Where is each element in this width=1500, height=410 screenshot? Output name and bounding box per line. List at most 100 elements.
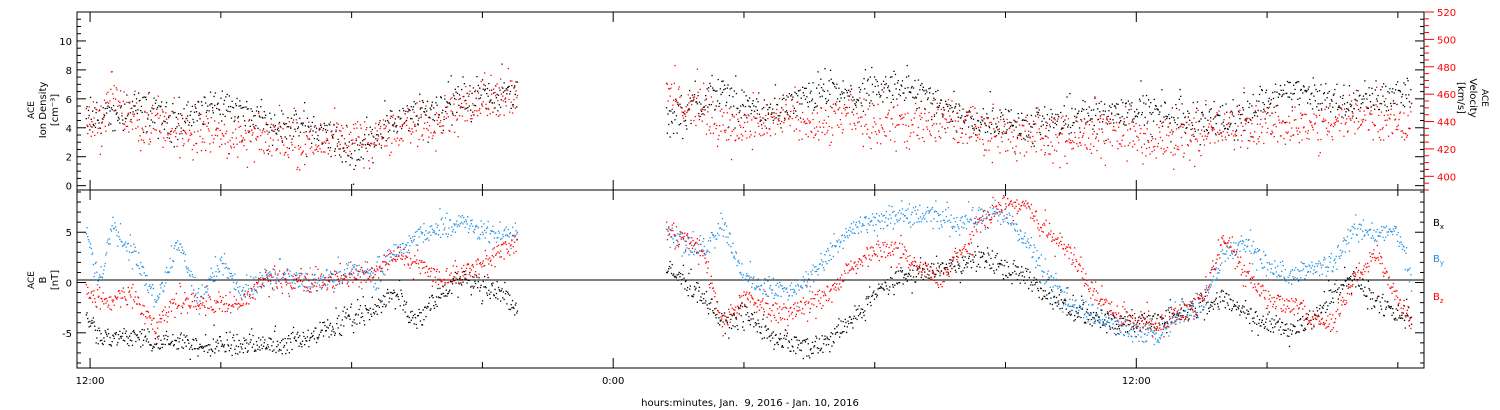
data-point-bot-0-595 [500,290,502,292]
data-point-top-1-902 [863,98,865,100]
data-point-top-1-464 [409,130,411,132]
data-point-bot-0-653 [689,285,691,287]
data-point-bot-0-551 [470,286,472,288]
data-point-top-1-1542 [1309,121,1312,124]
data-point-top-1-1260 [1113,126,1115,128]
data-point-bot-0-1401 [1211,305,1213,307]
data-point-bot-0-71 [135,340,137,343]
data-point-bot-0-366 [341,334,343,337]
data-point-bot-0-389 [357,299,359,301]
data-point-bot-0-501 [435,303,437,306]
data-point-bot-0-820 [806,355,808,357]
data-point-top-1-1445 [1242,125,1244,127]
data-point-top-1-436 [389,117,392,119]
data-point-top-0-848 [825,102,827,105]
data-point-top-0-15 [96,101,98,104]
data-point-top-0-1571 [1330,111,1332,113]
data-point-top-0-468 [412,109,414,111]
data-point-top-1-75 [138,140,140,142]
data-point-top-1-1177 [1055,134,1057,136]
data-point-top-0-1195 [1067,124,1070,126]
data-point-bot-0-250 [260,339,262,341]
data-point-bot-0-1143 [1031,290,1033,292]
data-point-top-0-1430 [1231,112,1233,114]
data-point-top-0-363 [338,154,341,156]
data-point-bot-0-201 [225,332,228,334]
data-point-top-1-1338 [1167,126,1169,128]
data-point-bot-0-888 [853,315,855,317]
data-point-top-0-179 [210,103,212,105]
data-point-top-1-437 [390,151,392,153]
data-point-top-0-1115 [1012,125,1014,127]
data-point-top-1-1158 [1042,138,1044,140]
data-point-bot-0-1228 [1090,318,1093,321]
data-point-top-1-1080 [987,140,989,142]
data-point-bot-0-165 [200,347,203,349]
data-point-top-0-695 [719,102,721,105]
data-point-top-1-316 [306,135,308,137]
data-point-top-0-1242 [1100,100,1102,103]
data-point-top-0-352 [331,130,333,132]
data-point-top-0-1049 [965,111,968,113]
data-point-top-0-1483 [1268,97,1270,99]
data-point-top-0-859 [833,83,835,85]
data-point-top-1-103 [157,95,159,97]
data-point-top-1-1192 [1065,140,1067,142]
data-point-bot-0-200 [225,350,227,353]
tick-label-bot-0: -5 [62,329,72,340]
data-point-top-0-787 [783,97,785,99]
data-point-top-0-1590 [1343,84,1345,86]
data-point-top-0-684 [711,74,713,77]
data-point-bot-0-1111 [1009,274,1011,276]
data-point-bot-0-317 [306,336,309,338]
data-point-top-0-1319 [1154,108,1156,110]
data-point-top-1-816 [803,121,805,123]
data-point-top-1-174 [207,118,209,120]
data-point-top-0-1188 [1062,121,1065,123]
data-point-top-0-976 [915,96,917,98]
data-point-top-1-1675 [1402,132,1404,134]
data-point-bot-0-975 [914,281,916,283]
data-point-top-0-60 [127,113,129,115]
data-point-top-1-970 [910,119,913,121]
data-point-top-0-1233 [1094,97,1096,99]
data-point-top-0-1592 [1344,114,1346,116]
data-point-top-0-311 [302,122,304,124]
data-point-top-0-6 [89,96,92,98]
data-point-top-1-1541 [1309,120,1311,122]
data-point-bot-0-395 [361,312,363,314]
data-point-top-1-1320 [1154,138,1157,140]
data-point-bot-0-741 [751,313,753,315]
data-point-top-0-711 [730,106,732,108]
data-point-bot-0-1008 [937,262,939,264]
data-point-top-1-675 [705,104,707,107]
data-point-top-0-1011 [939,102,941,104]
data-point-top-1-1003 [933,113,936,116]
data-point-bot-0-554 [472,276,474,278]
data-point-top-1-383 [352,123,355,126]
data-point-bot-0-872 [842,321,844,323]
data-point-top-1-871 [841,132,844,134]
data-point-top-1-460 [406,117,408,119]
data-point-bot-0-1055 [970,260,972,263]
data-point-bot-0-1335 [1165,310,1167,312]
data-point-top-0-1046 [963,122,966,124]
data-point-top-0-1602 [1351,111,1353,113]
data-point-bot-0-1146 [1033,277,1035,279]
data-point-top-1-1347 [1173,147,1176,149]
data-point-top-0-1392 [1205,104,1207,106]
data-point-top-1-779 [777,118,779,120]
data-point-top-1-1397 [1208,123,1210,125]
data-point-top-1-659 [693,96,696,98]
data-point-bot-0-1277 [1125,331,1127,333]
data-point-bot-0-273 [276,346,278,348]
data-point-top-0-1186 [1061,127,1063,129]
data-point-bot-0-456 [403,300,406,302]
data-point-top-1-191 [218,146,221,148]
data-point-top-0-1640 [1378,108,1380,111]
data-point-top-1-557 [474,110,476,112]
data-point-top-1-738 [749,136,751,138]
data-point-top-1-1433 [1233,148,1236,151]
data-point-top-1-1629 [1370,110,1372,112]
data-point-top-0-522 [449,103,452,106]
